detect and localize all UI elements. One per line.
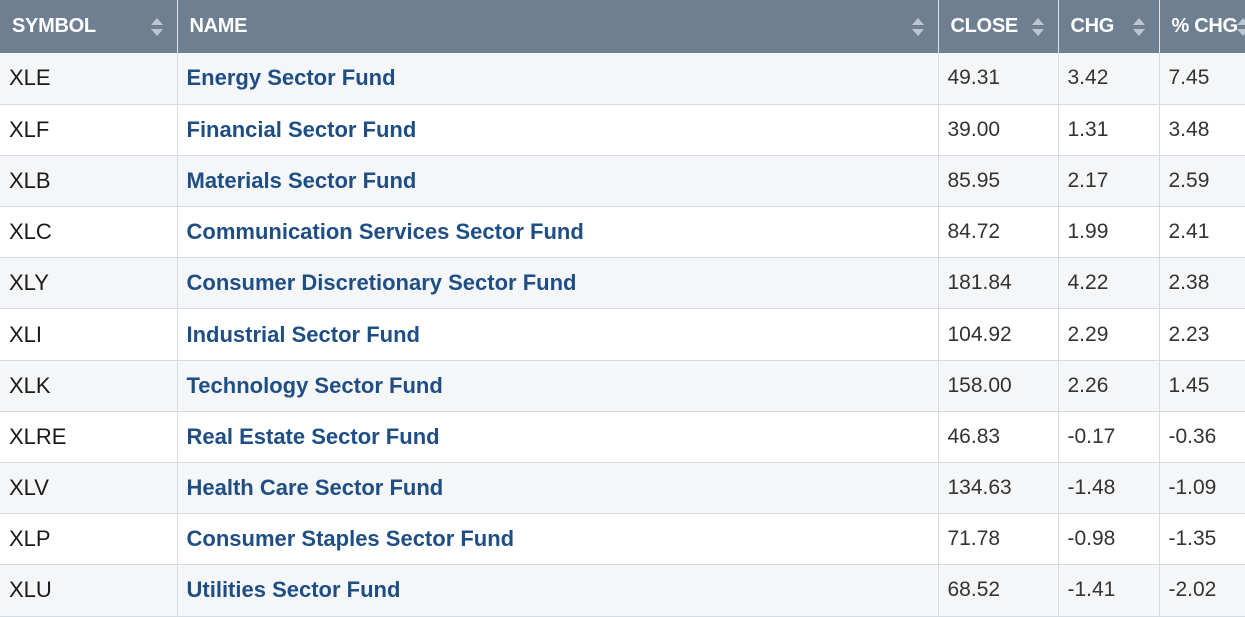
chg-cell: 4.22 <box>1058 257 1160 309</box>
table-row: XLB Materials Sector Fund 85.95 2.17 2.5… <box>0 155 1245 207</box>
table-body: XLE Energy Sector Fund 49.31 3.42 7.45 X… <box>0 53 1245 617</box>
symbol-cell: XLP <box>0 513 178 565</box>
chg-cell: 2.29 <box>1058 308 1160 361</box>
symbol-cell: XLU <box>0 564 178 617</box>
close-cell: 85.95 <box>938 155 1059 207</box>
fund-name-link[interactable]: Financial Sector Fund <box>186 116 417 142</box>
close-cell: 71.78 <box>938 513 1059 565</box>
sort-arrows-icon[interactable] <box>1237 17 1245 37</box>
header-row: SYMBOL NAME CLOSE CHG % CHG <box>0 0 1245 53</box>
fund-name-link[interactable]: Industrial Sector Fund <box>186 321 420 347</box>
chg-cell: -1.41 <box>1058 564 1160 617</box>
chg-cell: 2.26 <box>1058 360 1160 412</box>
table-row: XLY Consumer Discretionary Sector Fund 1… <box>0 257 1245 309</box>
symbol-cell: XLRE <box>0 411 178 463</box>
pct-chg-cell: 3.48 <box>1168 117 1210 141</box>
column-header-symbol[interactable]: SYMBOL <box>0 0 178 53</box>
sort-arrows-icon[interactable] <box>150 17 163 37</box>
column-header-name[interactable]: NAME <box>177 0 939 53</box>
table-row: XLP Consumer Staples Sector Fund 71.78 -… <box>0 513 1245 565</box>
close-cell: 181.84 <box>938 257 1059 309</box>
close-cell: 134.63 <box>938 462 1059 514</box>
chg-cell: 1.31 <box>1058 104 1160 156</box>
fund-name-link[interactable]: Real Estate Sector Fund <box>186 423 440 449</box>
table-row: XLC Communication Services Sector Fund 8… <box>0 206 1245 258</box>
symbol-cell: XLE <box>0 53 178 105</box>
chg-cell: -1.48 <box>1058 462 1160 514</box>
column-header-close[interactable]: CLOSE <box>938 0 1059 53</box>
pct-chg-cell: -0.36 <box>1168 424 1217 448</box>
fund-name-link[interactable]: Technology Sector Fund <box>186 372 443 398</box>
pct-chg-cell: 1.45 <box>1168 373 1210 397</box>
chg-cell: -0.17 <box>1058 411 1160 463</box>
chg-cell: 1.99 <box>1058 206 1160 258</box>
pct-chg-cell: 2.41 <box>1168 220 1210 244</box>
pct-chg-cell: 2.38 <box>1168 271 1210 295</box>
close-cell: 84.72 <box>938 206 1059 258</box>
symbol-cell: XLC <box>0 206 178 258</box>
fund-name-link[interactable]: Utilities Sector Fund <box>186 577 401 603</box>
chg-cell: -0.98 <box>1058 513 1160 565</box>
close-cell: 104.92 <box>938 308 1059 361</box>
pct-chg-cell: -1.09 <box>1168 476 1217 500</box>
sort-arrows-icon[interactable] <box>1031 17 1044 37</box>
table-row: XLF Financial Sector Fund 39.00 1.31 3.4… <box>0 104 1245 156</box>
symbol-cell: XLI <box>0 308 178 361</box>
pct-chg-cell: -2.02 <box>1168 578 1217 602</box>
sort-arrows-icon[interactable] <box>911 17 924 37</box>
chg-cell: 3.42 <box>1058 53 1160 105</box>
column-header-pct-chg[interactable]: % CHG <box>1159 0 1245 53</box>
fund-name-link[interactable]: Communication Services Sector Fund <box>186 219 584 245</box>
table-row: XLI Industrial Sector Fund 104.92 2.29 2… <box>0 308 1245 361</box>
column-header-name-label: NAME <box>189 15 248 38</box>
pct-chg-cell: 7.45 <box>1168 66 1210 90</box>
close-cell: 158.00 <box>938 360 1059 412</box>
close-cell: 49.31 <box>938 53 1059 105</box>
column-header-pct-chg-label: % CHG <box>1171 15 1239 38</box>
close-cell: 39.00 <box>938 104 1059 156</box>
symbol-cell: XLV <box>0 462 178 514</box>
symbol-cell: XLY <box>0 257 178 309</box>
table-row: XLE Energy Sector Fund 49.31 3.42 7.45 <box>0 53 1245 105</box>
table-row: XLK Technology Sector Fund 158.00 2.26 1… <box>0 360 1245 412</box>
symbol-cell: XLF <box>0 104 178 156</box>
sort-arrows-icon[interactable] <box>1132 17 1145 37</box>
symbol-cell: XLB <box>0 155 178 207</box>
close-cell: 46.83 <box>938 411 1059 463</box>
fund-name-link[interactable]: Health Care Sector Fund <box>186 475 444 501</box>
table-row: XLRE Real Estate Sector Fund 46.83 -0.17… <box>0 411 1245 463</box>
column-header-chg[interactable]: CHG <box>1058 0 1160 53</box>
fund-name-link[interactable]: Energy Sector Fund <box>186 65 396 91</box>
fund-name-link[interactable]: Materials Sector Fund <box>186 167 417 193</box>
column-header-symbol-label: SYMBOL <box>12 15 96 38</box>
pct-chg-cell: -1.35 <box>1168 527 1217 551</box>
close-cell: 68.52 <box>938 564 1059 617</box>
table-row: XLU Utilities Sector Fund 68.52 -1.41 -2… <box>0 564 1245 617</box>
symbol-cell: XLK <box>0 360 178 412</box>
fund-name-link[interactable]: Consumer Staples Sector Fund <box>186 526 515 552</box>
table-row: XLV Health Care Sector Fund 134.63 -1.48… <box>0 462 1245 514</box>
pct-chg-cell: 2.23 <box>1168 322 1210 346</box>
pct-chg-cell: 2.59 <box>1168 168 1210 192</box>
column-header-chg-label: CHG <box>1070 15 1115 38</box>
fund-name-link[interactable]: Consumer Discretionary Sector Fund <box>186 270 577 296</box>
table-header: SYMBOL NAME CLOSE CHG % CHG <box>0 0 1245 53</box>
column-header-close-label: CLOSE <box>950 15 1019 38</box>
chg-cell: 2.17 <box>1058 155 1160 207</box>
